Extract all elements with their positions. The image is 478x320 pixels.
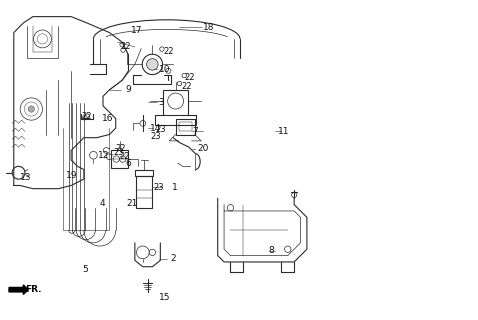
Text: 3: 3	[159, 98, 164, 107]
Text: 22: 22	[116, 144, 126, 153]
Text: 14: 14	[150, 124, 162, 132]
Text: 22: 22	[163, 47, 174, 56]
Text: 17: 17	[131, 27, 142, 36]
Bar	[136, 176, 152, 208]
Text: 13: 13	[20, 173, 31, 182]
Text: 18: 18	[203, 23, 215, 32]
Text: 5: 5	[82, 265, 88, 275]
Bar	[135, 170, 153, 176]
Text: 16: 16	[102, 114, 114, 123]
Text: 22: 22	[82, 113, 92, 122]
Text: FR.: FR.	[25, 285, 42, 294]
Text: 19: 19	[65, 172, 77, 180]
Polygon shape	[9, 285, 28, 294]
Text: 20: 20	[197, 144, 209, 153]
Text: 22: 22	[120, 42, 130, 52]
Text: 4: 4	[100, 198, 106, 207]
Text: 23: 23	[153, 183, 164, 192]
Bar	[175, 119, 195, 134]
Text: 2: 2	[170, 254, 175, 263]
Text: 22: 22	[185, 73, 195, 82]
Text: 10: 10	[159, 65, 171, 74]
Text: 23: 23	[113, 148, 124, 157]
Text: 11: 11	[278, 127, 290, 136]
Text: 22: 22	[120, 152, 130, 161]
Text: 15: 15	[159, 292, 171, 301]
Circle shape	[147, 59, 158, 70]
Text: 9: 9	[125, 85, 131, 94]
Bar	[179, 122, 192, 131]
Text: 22: 22	[181, 82, 192, 91]
Bar	[163, 90, 188, 116]
Text: 8: 8	[269, 246, 274, 255]
Circle shape	[28, 106, 34, 112]
Bar	[111, 150, 129, 168]
Text: 21: 21	[126, 198, 138, 207]
Text: 1: 1	[172, 183, 177, 192]
Text: 7: 7	[192, 127, 198, 136]
Text: 23: 23	[155, 124, 166, 133]
Text: 12: 12	[98, 151, 109, 160]
Text: 6: 6	[125, 159, 131, 168]
Text: 23: 23	[150, 132, 161, 140]
